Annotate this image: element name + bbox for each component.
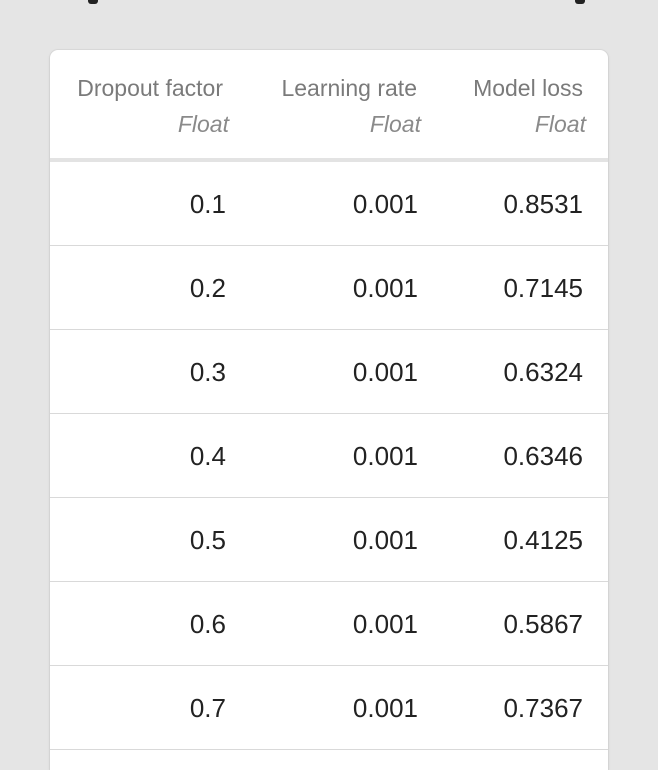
cell-model-loss: 0.6324 [503,357,583,387]
column-header-learning-rate[interactable]: Learning rate Float [245,50,434,158]
cell-dropout-factor: 0.3 [189,357,226,387]
cell-model-loss: 0.7367 [503,693,583,723]
column-name: Learning rate [281,75,417,101]
cell-learning-rate: 0.001 [352,525,418,555]
cell-dropout-factor: 0.2 [189,273,226,303]
table-row: 0.2 0.001 0.7145 [50,246,608,330]
cell-dropout-factor: 0.6 [189,609,226,639]
cell-dropout-factor: 0.1 [189,189,226,219]
column-type: Float [369,111,421,137]
cell-learning-rate: 0.001 [352,693,418,723]
cell-dropout-factor: 0.4 [189,441,226,471]
cell-model-loss: 0.4125 [503,525,583,555]
column-type: Float [534,111,586,137]
column-name: Dropout factor [77,75,223,101]
data-table-card: Dropout factor Float Learning rate Float… [50,50,608,770]
cell-learning-rate: 0.001 [352,357,418,387]
column-header-dropout-factor[interactable]: Dropout factor Float [50,50,245,158]
cropped-title-glyph [88,0,98,4]
cell-dropout-factor: 0.7 [189,693,226,723]
table-row: 0.4 0.001 0.6346 [50,414,608,498]
table-header: Dropout factor Float Learning rate Float… [50,50,608,162]
cell-learning-rate: 0.001 [352,189,418,219]
table-row: 0.1 0.001 0.8531 [50,162,608,246]
cell-learning-rate: 0.001 [352,273,418,303]
column-type: Float [177,111,229,137]
table-row: 0.3 0.001 0.6324 [50,330,608,414]
cell-learning-rate: 0.001 [352,441,418,471]
cropped-title-glyph [575,0,585,4]
cell-model-loss: 0.6346 [503,441,583,471]
table-row: 0.5 0.001 0.4125 [50,498,608,582]
cell-model-loss: 0.7145 [503,273,583,303]
cropped-title [50,0,608,6]
table-body: 0.1 0.001 0.8531 0.2 0.001 0.7145 0.3 0.… [50,162,608,750]
table-row: 0.7 0.001 0.7367 [50,666,608,750]
column-header-model-loss[interactable]: Model loss Float [434,50,608,158]
column-name: Model loss [473,75,583,101]
table-row: 0.6 0.001 0.5867 [50,582,608,666]
cell-learning-rate: 0.001 [352,609,418,639]
cell-model-loss: 0.8531 [503,189,583,219]
cell-model-loss: 0.5867 [503,609,583,639]
cell-dropout-factor: 0.5 [189,525,226,555]
